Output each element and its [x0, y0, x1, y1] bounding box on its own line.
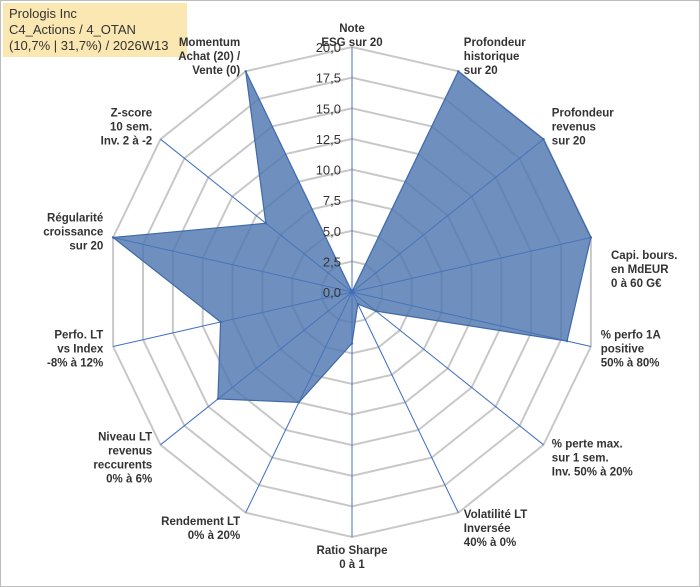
axis-label-6-line-1: Inversée [464, 523, 511, 535]
axis-label-13-line-2: Vente (0) [192, 65, 240, 77]
axis-label-10-line-0: Perfo. LT [54, 329, 103, 341]
axis-label-9-line-2: reccurents [93, 460, 152, 472]
axis-label-4-line-0: % perfo 1A [601, 329, 661, 341]
axis-label-7-line-1: 0 à 1 [339, 559, 365, 571]
tick-label-1: 2,5 [323, 254, 341, 269]
data-point-0 [350, 290, 354, 294]
axis-label-2-line-0: Profondeur [552, 107, 614, 119]
data-point-10 [219, 320, 222, 324]
data-point-9 [216, 397, 220, 401]
score-period: (10,7% | 31,7%) / 2026W13 [9, 38, 169, 53]
tick-label-8: 20,0 [316, 40, 341, 55]
data-point-1 [457, 70, 460, 73]
axis-spoke-overlay-4 [351, 291, 591, 347]
axis-label-5-line-2: Inv. 50% à 20% [552, 467, 633, 479]
tick-label-5: 12,5 [316, 132, 341, 147]
axis-spoke-overlay-11 [113, 237, 353, 293]
axis-label-9-line-0: Niveau LT [98, 432, 152, 444]
data-point-12 [264, 222, 267, 225]
axis-label-2-line-1: revenus [552, 121, 596, 133]
data-point-4 [565, 339, 569, 343]
tick-label-7: 17,5 [316, 71, 341, 86]
axis-label-1-line-1: historique [464, 51, 520, 63]
chart-info-box: Prologis Inc C4_Actions / 4_OTAN (10,7% … [3, 3, 187, 57]
axis-label-5-line-0: % perte max. [552, 439, 623, 451]
axis-label-8-line-0: Rendement LT [161, 516, 240, 528]
data-point-7 [350, 342, 354, 345]
portfolio-category: C4_Actions / 4_OTAN [9, 22, 136, 37]
axis-label-4-line-1: positive [601, 343, 644, 355]
company-name: Prologis Inc [9, 6, 77, 21]
axis-spoke-overlay-6 [351, 291, 459, 513]
axis-spoke-overlay-1 [351, 71, 459, 293]
data-point-8 [297, 401, 300, 404]
axis-label-11-line-1: croissance [43, 227, 103, 239]
axis-spoke-overlay-5 [351, 291, 544, 446]
axis-label-5-line-1: sur 1 sem. [552, 453, 609, 465]
data-point-2 [542, 138, 545, 141]
axis-spoke-overlay-2 [351, 138, 544, 293]
tick-label-2: 5,0 [323, 224, 341, 239]
axis-label-0-line-1: ESG sur 20 [321, 37, 382, 49]
axis-label-12-line-0: Z-score [111, 107, 153, 119]
axis-label-1-line-0: Profondeur [464, 37, 526, 49]
axis-label-0-line-0: Note [339, 23, 365, 35]
axis-label-12-line-2: Inv. 2 à -2 [101, 135, 153, 147]
axis-spoke-overlay-3 [351, 237, 591, 293]
axis-label-9-line-1: revenus [108, 446, 152, 458]
axis-label-12-line-1: 10 sem. [110, 121, 152, 133]
axis-label-6-line-2: 40% à 0% [464, 537, 516, 549]
tick-label-6: 15,0 [316, 101, 341, 116]
axis-label-3-line-1: en MdEUR [611, 264, 669, 276]
axis-label-3-line-2: 0 à 60 G€ [611, 278, 662, 290]
axis-label-7-line-0: Ratio Sharpe [317, 545, 388, 557]
data-point-3 [589, 236, 593, 239]
tick-label-3: 7,5 [323, 193, 341, 208]
axis-label-13-line-1: Achat (20) / [178, 51, 241, 63]
axis-label-1-line-2: sur 20 [464, 65, 498, 77]
data-point-13 [244, 70, 247, 73]
axis-spoke-overlay-13 [245, 71, 353, 293]
axis-label-8-line-1: 0% à 20% [188, 530, 240, 542]
axis-label-10-line-1: vs Index [57, 343, 104, 355]
axis-label-11-line-0: Régularité [47, 213, 103, 225]
axis-spoke-overlay-12 [160, 138, 353, 293]
axis-label-4-line-2: 50% à 80% [601, 357, 660, 369]
axis-label-6-line-0: Volatilité LT [464, 509, 527, 521]
axis-label-11-line-2: sur 20 [69, 241, 103, 253]
axis-label-13-line-0: Momentum [179, 37, 240, 49]
data-point-11 [111, 236, 115, 239]
data-point-6 [356, 302, 359, 306]
axis-spoke-overlay-10 [113, 291, 353, 347]
tick-label-4: 10,0 [316, 163, 341, 178]
axis-label-10-line-2: -8% à 12% [47, 357, 103, 369]
data-point-5 [374, 309, 378, 313]
tick-label-0: 0,0 [323, 285, 341, 300]
axis-label-3-line-0: Capi. bours. [611, 250, 677, 262]
axis-spoke-overlay-9 [160, 291, 353, 446]
axis-label-2-line-2: sur 20 [552, 135, 586, 147]
axis-label-9-line-3: 0% à 6% [106, 474, 152, 486]
